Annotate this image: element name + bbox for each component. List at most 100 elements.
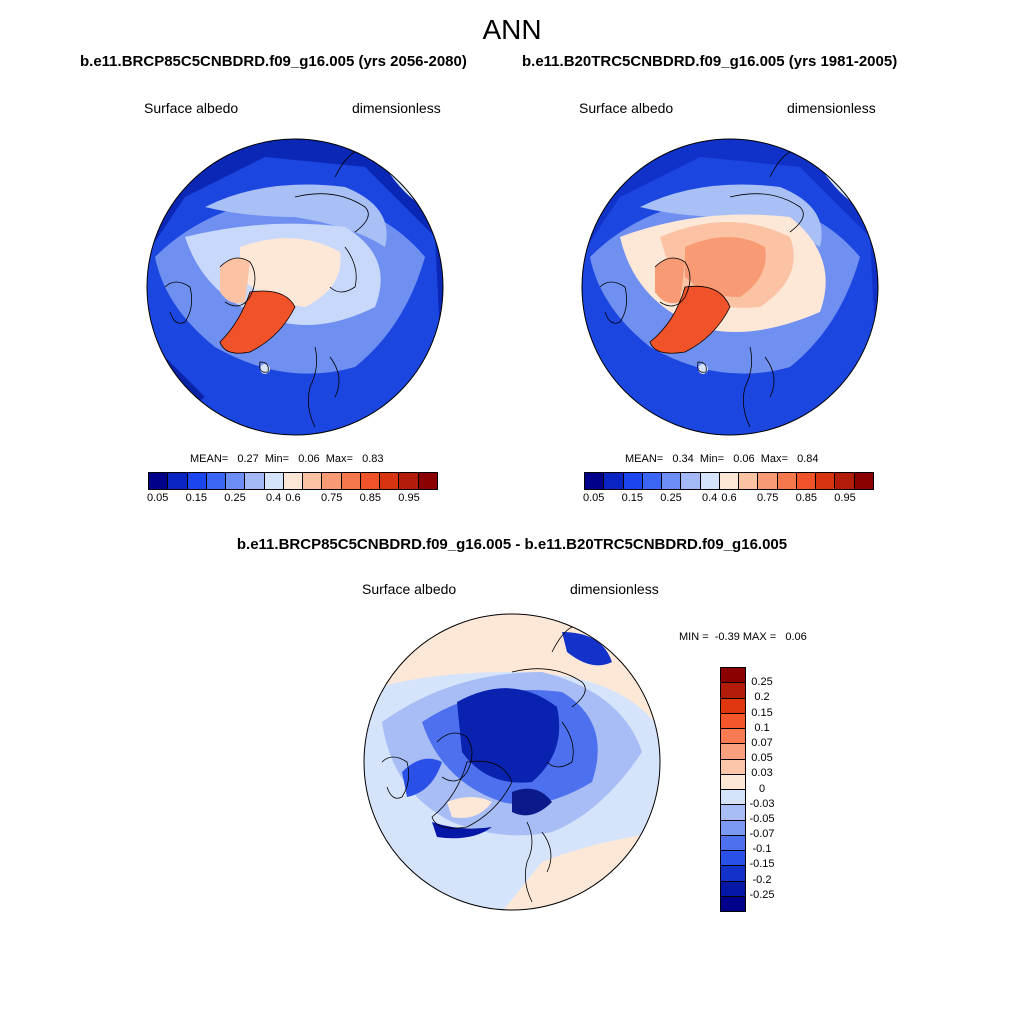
- panel-2-stats: MEAN= 0.34 Min= 0.06 Max= 0.84: [625, 453, 819, 465]
- map-arctic-ice: [457, 688, 560, 783]
- colorbar-swatch: [360, 473, 381, 489]
- colorbar-swatch: [758, 473, 778, 489]
- colorbar-swatch: [719, 473, 740, 489]
- colorbar-swatch: [796, 473, 817, 489]
- colorbar-tick-label: 0.85: [359, 492, 382, 504]
- panel-1-variable-label: Surface albedo: [144, 100, 239, 116]
- colorbar-swatch: [681, 473, 701, 489]
- colorbar-swatch: [322, 473, 342, 489]
- colorbar-swatch: [418, 473, 437, 489]
- diff-variable-label: Surface albedo: [362, 581, 457, 597]
- colorbar-swatch: [245, 473, 265, 489]
- colorbar-tick-label: 0.4: [702, 492, 718, 504]
- diff-colorbar-swatch: [721, 729, 745, 745]
- diff-colorbar-swatch: [721, 851, 745, 867]
- map-coastlines: [381, 626, 586, 903]
- colorbar-swatch: [816, 473, 836, 489]
- diff-colorbar-tick-label: 0.03: [751, 767, 773, 780]
- colorbar-swatch: [777, 473, 797, 489]
- panel-2-case-title: b.e11.B20TRC5CNBDRD.f09_g16.005 (yrs 198…: [522, 53, 898, 70]
- colorbar-swatch: [303, 473, 323, 489]
- diff-case-title: b.e11.BRCP85C5CNBDRD.f09_g16.005 - b.e11…: [236, 536, 788, 553]
- diff-stats: MIN = -0.39 MAX = 0.06: [679, 631, 807, 643]
- colorbar-tick-label: 0.75: [320, 492, 343, 504]
- diff-colorbar-tick-label: 0.25: [751, 676, 773, 689]
- panel-1-stats: MEAN= 0.27 Min= 0.06 Max= 0.83: [190, 453, 384, 465]
- diff-colorbar-swatch: [721, 790, 745, 806]
- diff-colorbar-tick-label: 0.07: [751, 736, 773, 749]
- diff-colorbar-swatch: [721, 774, 745, 790]
- diff-colorbar-swatch: [721, 683, 745, 699]
- panel-1-units-label: dimensionless: [352, 100, 441, 116]
- colorbar-swatch: [187, 473, 207, 489]
- diff-colorbar-tick-label: 0: [758, 782, 766, 795]
- map-greenland: [650, 286, 730, 354]
- diff-colorbar-tick-label: 0.1: [754, 721, 770, 734]
- colorbar-swatch: [168, 473, 188, 489]
- panel-1-case-title: b.e11.BRCP85C5CNBDRD.f09_g16.005 (yrs 20…: [80, 53, 467, 70]
- diff-colorbar-tick-label: -0.2: [752, 873, 772, 886]
- colorbar-tick-label: 0.05: [582, 492, 605, 504]
- map-greenland: [220, 291, 295, 354]
- colorbar-swatch: [835, 473, 855, 489]
- diff-colorbar-swatch: [721, 713, 745, 729]
- colorbar-swatch: [700, 473, 720, 489]
- diff-colorbar-tick-label: -0.07: [749, 828, 775, 841]
- colorbar-swatch: [642, 473, 663, 489]
- map-coastlines: [599, 151, 804, 428]
- colorbar-swatch: [604, 473, 624, 489]
- colorbar-tick-label: 0.25: [224, 492, 246, 504]
- diff-colorbar-tick-label: -0.03: [749, 797, 775, 810]
- colorbar-tick-label: 0.15: [185, 492, 208, 504]
- colorbar-tick-label: 0.6: [721, 492, 737, 504]
- colorbar-tick-label: 0.05: [146, 492, 169, 504]
- colorbar-swatch: [854, 473, 873, 489]
- diff-colorbar-tick-label: -0.25: [749, 888, 775, 901]
- diff-colorbar-tick-label: -0.05: [749, 812, 775, 825]
- diff-polar-map: [363, 613, 661, 911]
- diff-colorbar-swatch: [721, 820, 745, 836]
- colorbar-tick-label: 0.85: [795, 492, 818, 504]
- colorbar-swatch: [380, 473, 400, 489]
- panel-1-colorbar: 0.05 0.15 0.25 0.4 0.6 0.75 0.85 0.95: [147, 472, 438, 504]
- colorbar-swatch: [585, 473, 605, 489]
- colorbar-tick-label: 0.4: [266, 492, 282, 504]
- diff-colorbar-swatch: [721, 759, 745, 775]
- diff-colorbar-swatch: [721, 835, 745, 851]
- diff-colorbar-swatch: [721, 896, 745, 911]
- colorbar-tick-label: 0.15: [621, 492, 644, 504]
- diff-colorbar-swatch: [721, 698, 745, 714]
- map-coastlines: [164, 151, 369, 428]
- diff-colorbar-tick-label: 0.05: [751, 752, 773, 765]
- colorbar-swatch: [149, 473, 169, 489]
- diff-colorbar-swatch: [721, 744, 745, 760]
- diff-colorbar-swatch: [721, 881, 745, 897]
- colorbar-tick-label: 0.6: [285, 492, 301, 504]
- diff-colorbar-tick-label: 0.2: [754, 691, 770, 704]
- diff-colorbar-swatch: [721, 866, 745, 882]
- map-border: [363, 613, 661, 911]
- panel-2-polar-map: [581, 138, 879, 436]
- panel-2-colorbar: 0.05 0.15 0.25 0.4 0.6 0.75 0.85 0.95: [583, 472, 874, 504]
- figure-title: ANN: [482, 14, 542, 45]
- map-border: [146, 138, 444, 436]
- diff-colorbar-swatch: [721, 668, 745, 684]
- diff-colorbar: 0.25 0.2 0.15 0.1 0.07 0.05 0.03 0 -0.03 -0.05 -0.…: [720, 667, 775, 912]
- panel-1-polar-map: [146, 138, 444, 436]
- diff-colorbar-tick-label: -0.15: [749, 858, 775, 871]
- colorbar-tick-label: 0.25: [660, 492, 682, 504]
- panel-2-units-label: dimensionless: [787, 100, 876, 116]
- colorbar-swatch: [623, 473, 643, 489]
- colorbar-swatch: [739, 473, 759, 489]
- diff-colorbar-swatch: [721, 805, 745, 821]
- colorbar-swatch: [226, 473, 246, 489]
- diff-colorbar-tick-label: -0.1: [752, 843, 772, 856]
- map-border: [581, 138, 879, 436]
- colorbar-swatch: [662, 473, 682, 489]
- colorbar-swatch: [206, 473, 227, 489]
- colorbar-swatch: [283, 473, 304, 489]
- colorbar-swatch: [341, 473, 361, 489]
- diff-units-label: dimensionless: [570, 581, 659, 597]
- colorbar-tick-label: 0.75: [756, 492, 779, 504]
- map-arctic-ice: [240, 238, 341, 307]
